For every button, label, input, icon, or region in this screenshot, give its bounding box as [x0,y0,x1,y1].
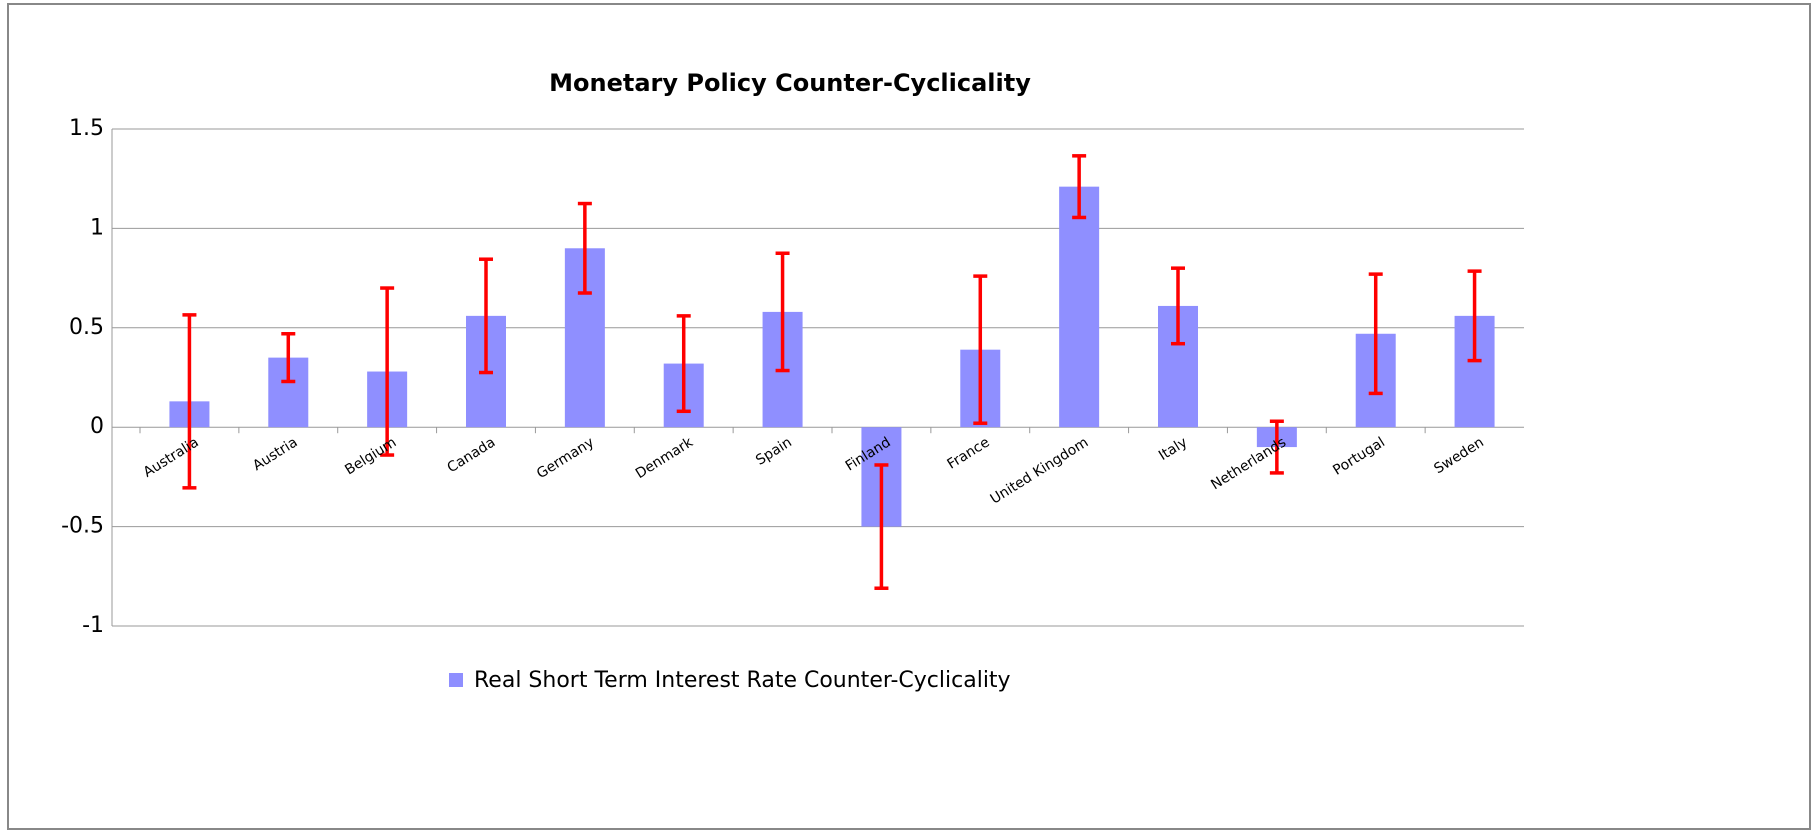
y-tick-label: 0.5 [69,315,104,340]
chart-title: Monetary Policy Counter-Cyclicality [549,69,1031,97]
bar [1059,186,1100,428]
error-bar [380,286,395,457]
error-bar [479,257,493,375]
error-bar [1072,154,1087,220]
error-bar [874,463,889,590]
chart-frame [7,3,1811,830]
error-bar [577,201,592,295]
error-bar [973,274,988,425]
error-bar [182,313,197,490]
legend-swatch [449,673,463,687]
error-bar [1368,272,1383,396]
error-bar [1171,266,1185,346]
error-bar [1467,269,1482,363]
legend-label: Real Short Term Interest Rate Counter-Cy… [474,668,1011,693]
error-bar [281,332,296,384]
y-tick-label: 0 [90,414,104,439]
y-tick-label: -0.5 [61,514,104,539]
error-bar [676,314,691,414]
error-bar [1269,419,1284,475]
y-tick-label: 1.5 [69,116,104,141]
y-tick-label: -1 [82,613,104,638]
y-tick-label: 1 [90,215,104,240]
error-bar [775,251,790,373]
